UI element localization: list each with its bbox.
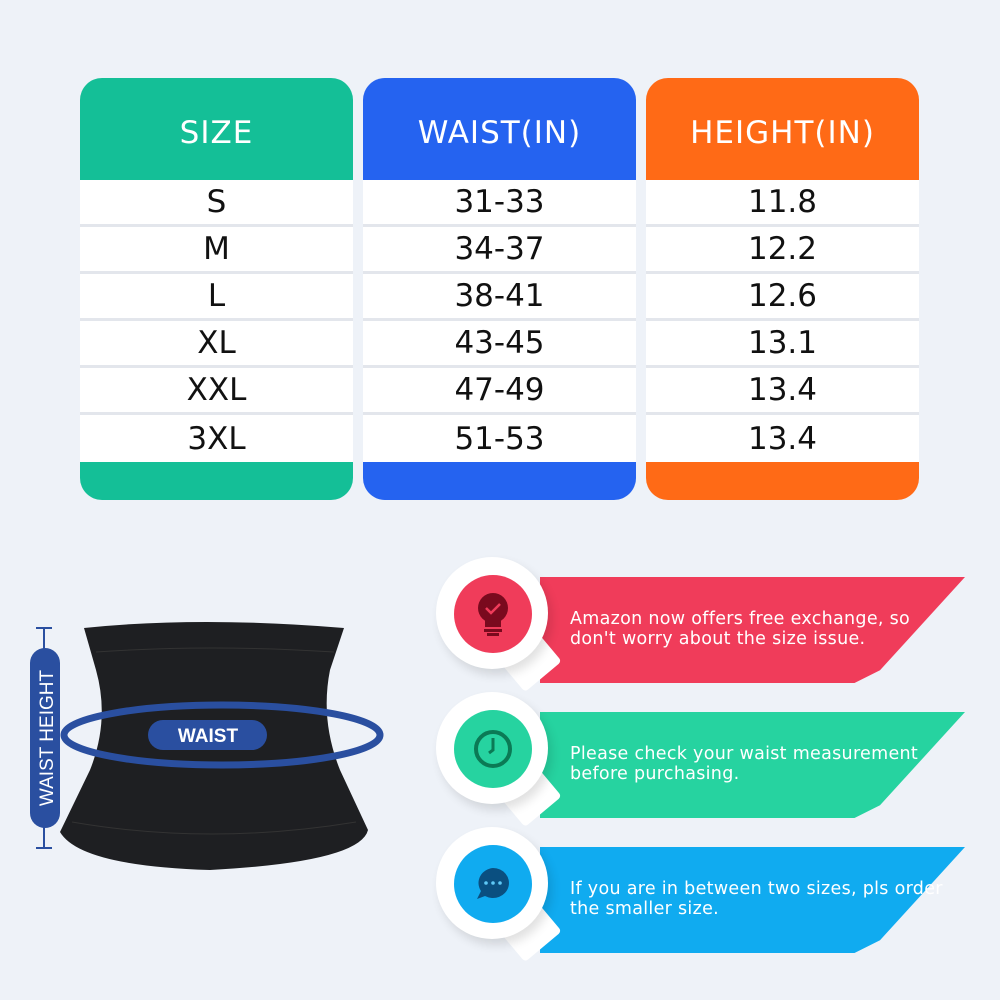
table-cell: XL [80,321,353,368]
tip-callout: Amazon now offers free exchange, so don'… [430,557,970,693]
tip-text: Amazon now offers free exchange, so don'… [570,609,911,649]
table-cell: M [80,227,353,274]
column-waistin: WAIST(IN) 31-33 34-37 38-41 43-45 47-49 51-53 [363,78,636,500]
tip-text: Please check your waist measurement befo… [570,744,919,784]
table-cell: 11.8 [646,180,919,227]
table-cell: 12.2 [646,227,919,274]
table-cell: 51-53 [363,415,636,462]
table-cell: 12.6 [646,274,919,321]
table-cell: 13.1 [646,321,919,368]
column-header: WAIST(IN) [417,115,582,151]
waist-trainer-figure: WAIST WAIST HEIGHT [30,622,384,870]
table-cell: L [80,274,353,321]
table-cell: 34-37 [363,227,636,274]
table-cell: 47-49 [363,368,636,415]
table-cell: XXL [80,368,353,415]
clock-icon [454,710,532,788]
waist-height-label: WAIST HEIGHT [37,670,58,807]
column-size: SIZE S M L XL XXL 3XL [80,78,353,500]
table-cell: 43-45 [363,321,636,368]
chat-bubble-icon [454,845,532,923]
table-cell: 3XL [80,415,353,462]
tip-text: If you are in between two sizes, pls ord… [570,879,943,919]
lightbulb-check-icon [454,575,532,653]
table-cell: 31-33 [363,180,636,227]
tip-callout: If you are in between two sizes, pls ord… [430,827,970,963]
column-heightin: HEIGHT(IN) 11.8 12.2 12.6 13.1 13.4 13.4 [646,78,919,500]
waist-ring [60,701,384,769]
table-cell: 13.4 [646,368,919,415]
table-cell: 13.4 [646,415,919,462]
table-cell: 38-41 [363,274,636,321]
column-header: HEIGHT(IN) [690,115,875,151]
tip-callout: Please check your waist measurement befo… [430,692,970,828]
column-header: SIZE [179,115,254,151]
table-cell: S [80,180,353,227]
waist-label: WAIST [178,726,239,747]
